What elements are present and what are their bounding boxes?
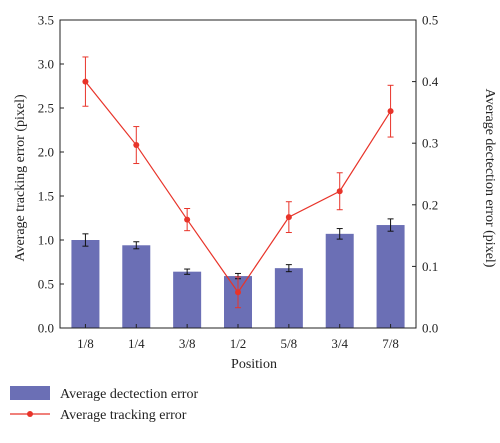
right-tick-label: 0.1	[422, 259, 438, 274]
left-axis-label: Average tracking error (pixel)	[13, 94, 28, 262]
x-tick-label: 3/8	[179, 336, 196, 351]
line-point	[285, 214, 292, 221]
line-point	[235, 289, 241, 296]
left-tick-label: 2.0	[38, 145, 54, 160]
right-tick-label: 0.5	[422, 13, 438, 28]
line-point	[184, 216, 191, 223]
legend: Average dectection error Average trackin…	[10, 386, 198, 423]
bar	[122, 245, 151, 328]
x-tick-label: 1/8	[77, 336, 94, 351]
line-point	[387, 108, 394, 115]
bar	[376, 225, 405, 328]
bar	[173, 271, 202, 328]
bar-error-bars	[82, 218, 394, 280]
left-tick-label: 3.5	[38, 13, 54, 28]
left-tick-label: 0.5	[38, 277, 54, 292]
legend-bar-swatch	[10, 386, 50, 400]
legend-line-label: Average tracking error	[60, 408, 187, 423]
bar	[274, 268, 303, 328]
line-point	[133, 142, 140, 149]
x-tick-label: 3/4	[331, 336, 348, 351]
legend-bar-label: Average dectection error	[60, 387, 198, 402]
bar	[71, 240, 100, 328]
right-axis-label: Average dectection error (pixel)	[482, 89, 497, 268]
line-point	[336, 188, 343, 195]
legend-line-marker	[27, 411, 33, 417]
x-tick-label: 1/4	[128, 336, 145, 351]
left-tick-label: 2.5	[38, 101, 54, 116]
right-tick-label: 0.2	[422, 197, 438, 212]
bar	[325, 233, 354, 328]
x-axis-label: Position	[231, 357, 277, 372]
left-tick-label: 1.5	[38, 189, 54, 204]
x-tick-label: 5/8	[281, 336, 298, 351]
left-tick-label: 3.0	[38, 57, 54, 72]
right-tick-label: 0.0	[422, 321, 438, 336]
left-tick-label: 1.0	[38, 233, 54, 248]
x-tick-label: 1/2	[230, 336, 247, 351]
line-point	[82, 78, 89, 85]
x-tick-label: 7/8	[382, 336, 399, 351]
right-tick-label: 0.3	[422, 136, 438, 151]
left-tick-label: 0.0	[38, 321, 54, 336]
line-layer	[82, 56, 394, 309]
right-tick-label: 0.4	[422, 74, 439, 89]
ticks-layer: 0.0 0.5 1.0 1.5 2.0 2.5 3.0 3.5 0.0 0.1 0.2 0.3 0.4 0…	[38, 13, 439, 352]
